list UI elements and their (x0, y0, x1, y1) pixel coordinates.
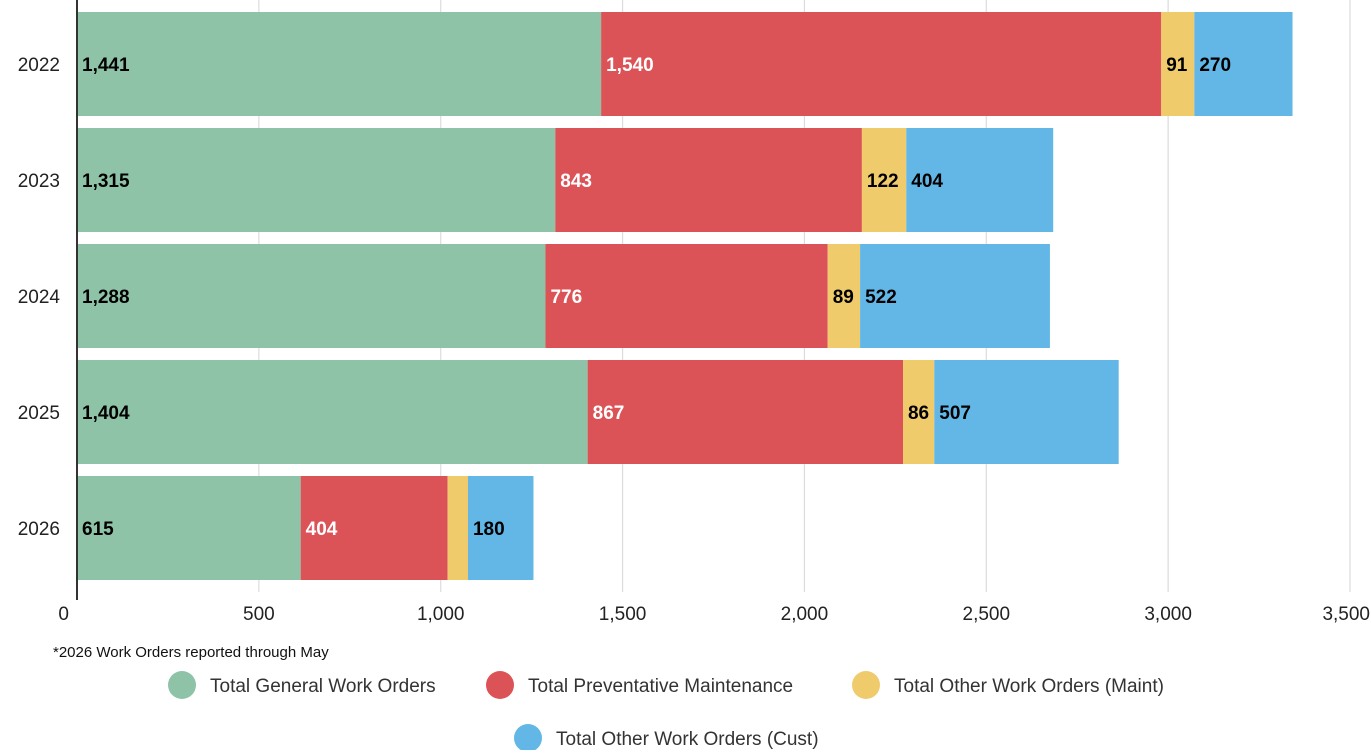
bar-segment (827, 244, 861, 348)
legend: Total General Work Orders Total Preventat… (168, 671, 1164, 752)
data-label: 180 (473, 519, 505, 540)
bar-segment (467, 476, 534, 580)
data-label: 1,540 (606, 55, 654, 76)
data-label: 522 (865, 287, 897, 308)
bar-segment (861, 128, 907, 232)
bar-segment (77, 128, 556, 232)
legend-item: Total General Work Orders (168, 671, 436, 699)
data-label: 86 (908, 403, 929, 424)
bar-segment (77, 12, 602, 116)
x-tick-label: 3,500 (1322, 604, 1370, 625)
x-tick-label: 3,000 (1144, 604, 1192, 625)
legend-label: Total General Work Orders (210, 676, 436, 697)
footnote: *2026 Work Orders reported through May (53, 644, 329, 661)
data-label: 270 (1199, 55, 1231, 76)
legend-label: Total Other Work Orders (Cust) (556, 729, 819, 750)
data-label: 1,288 (82, 287, 130, 308)
category-label: 2026 (18, 519, 60, 540)
data-label: 1,441 (82, 55, 130, 76)
bars: 1,441 1,540 91 270 2022 1,315 843 122 404 2023 1,2… (18, 12, 1293, 580)
category-label: 2025 (18, 403, 60, 424)
bar-segment (601, 12, 1162, 116)
data-label: 615 (82, 519, 114, 540)
legend-item: Total Preventative Maintenance (486, 671, 793, 699)
bar-segment (555, 128, 862, 232)
bar-segment (300, 476, 448, 580)
x-tick-label: 1,000 (417, 604, 465, 625)
x-tick-label: 2,000 (781, 604, 829, 625)
data-label: 843 (560, 171, 592, 192)
x-tick-label: 500 (243, 604, 275, 625)
bar-segment (934, 360, 1119, 464)
data-label: 404 (911, 171, 943, 192)
category-label: 2022 (18, 55, 60, 76)
x-axis-ticks: 0 500 1,000 1,500 2,000 2,500 3,000 3,500 (58, 604, 1370, 625)
data-label: 507 (939, 403, 971, 424)
legend-swatch (852, 671, 880, 699)
data-label: 867 (593, 403, 625, 424)
bar-segment (77, 476, 301, 580)
data-label: 1,404 (82, 403, 130, 424)
bar-segment (902, 360, 935, 464)
bar-segment (906, 128, 1054, 232)
legend-item: Total Other Work Orders (Cust) (514, 724, 819, 752)
bar-segment (860, 244, 1050, 348)
category-label: 2023 (18, 171, 60, 192)
legend-item: Total Other Work Orders (Maint) (852, 671, 1164, 699)
bar-segment (1161, 12, 1195, 116)
bar-segment (77, 360, 588, 464)
data-label: 1,315 (82, 171, 130, 192)
bar-segment (1194, 12, 1293, 116)
category-label: 2024 (18, 287, 61, 308)
x-tick-label: 2,500 (963, 604, 1011, 625)
legend-swatch (514, 724, 542, 752)
legend-swatch (168, 671, 196, 699)
data-label: 89 (833, 287, 854, 308)
bar-segment (447, 476, 468, 580)
data-label: 91 (1166, 55, 1188, 76)
legend-swatch (486, 671, 514, 699)
data-label: 404 (306, 519, 338, 540)
bar-segment (587, 360, 903, 464)
legend-label: Total Preventative Maintenance (528, 676, 793, 697)
data-label: 122 (867, 171, 899, 192)
data-label: 776 (550, 287, 582, 308)
x-tick-label: 1,500 (599, 604, 647, 625)
bar-segment (77, 244, 546, 348)
x-tick-label: 0 (58, 604, 69, 625)
legend-label: Total Other Work Orders (Maint) (894, 676, 1164, 697)
bar-segment (545, 244, 828, 348)
